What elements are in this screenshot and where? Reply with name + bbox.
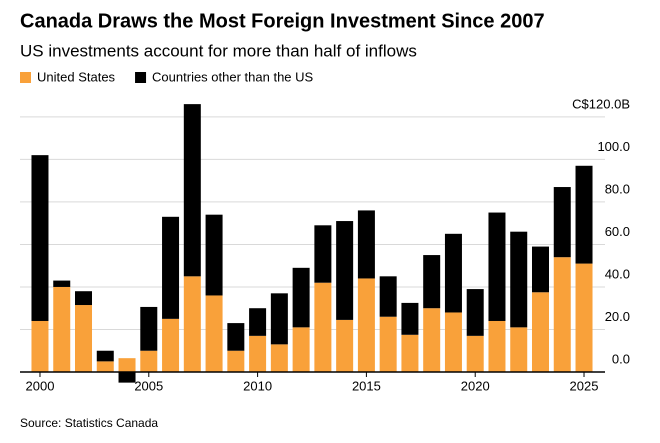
bar-segment xyxy=(357,278,375,372)
bar-segment xyxy=(183,104,201,277)
bar-segment xyxy=(401,334,419,372)
bar-segment xyxy=(423,255,441,309)
bar-segment xyxy=(553,187,571,258)
bar-segment xyxy=(553,257,571,372)
y-tick-label: C$120.0B xyxy=(572,96,630,111)
bar-segment xyxy=(227,350,245,372)
bar-segment xyxy=(336,221,354,320)
y-tick-label: 80.0 xyxy=(605,181,630,196)
bar-segment xyxy=(75,291,93,306)
bar-segment xyxy=(205,214,223,296)
bar-segment xyxy=(205,295,223,372)
y-tick-label: 100.0 xyxy=(597,139,630,154)
bar-segment xyxy=(270,344,288,372)
x-tick-label: 2020 xyxy=(461,378,490,393)
bar-segment xyxy=(314,225,332,283)
bar-segment xyxy=(357,210,375,279)
bar-segment xyxy=(292,267,310,328)
bar-segment xyxy=(75,305,93,372)
y-tick-label: 40.0 xyxy=(605,266,630,281)
bar-segment xyxy=(292,327,310,372)
bar-segment xyxy=(336,319,354,372)
bar-segment xyxy=(183,276,201,372)
x-tick-label: 2010 xyxy=(243,378,272,393)
bar-segment xyxy=(531,246,549,293)
bar-segment xyxy=(488,212,506,321)
legend-label: Countries other than the US xyxy=(152,69,313,84)
y-tick-label: 0.0 xyxy=(612,351,630,366)
bar-segment xyxy=(140,306,158,351)
bar-segment xyxy=(488,320,506,372)
bar-segment xyxy=(423,308,441,372)
y-tick-label: 60.0 xyxy=(605,224,630,239)
bar-segment xyxy=(31,320,49,372)
bar-segment xyxy=(227,323,245,351)
chart-title: Canada Draws the Most Foreign Investment… xyxy=(20,10,545,32)
bar-segment xyxy=(53,286,71,372)
bar-segment xyxy=(510,327,528,372)
x-tick-label: 2000 xyxy=(26,378,55,393)
x-tick-label: 2005 xyxy=(134,378,163,393)
bar-segment xyxy=(270,293,288,345)
bar-segment xyxy=(401,302,419,335)
bar-segment xyxy=(531,292,549,372)
chart-subtitle: US investments account for more than hal… xyxy=(20,41,417,60)
bar-segment xyxy=(96,361,114,372)
bar-segment xyxy=(53,280,71,287)
bar-segment xyxy=(510,231,528,328)
bar-segment xyxy=(31,155,49,321)
bar-segment xyxy=(575,165,593,264)
bar-segment xyxy=(118,371,136,383)
legend-swatch xyxy=(135,72,147,83)
bar-segment xyxy=(314,282,332,372)
legend-swatch xyxy=(20,72,31,83)
bar-segment xyxy=(162,318,180,372)
bar-segment xyxy=(466,289,484,336)
y-tick-label: 20.0 xyxy=(605,309,630,324)
bar-segment xyxy=(466,335,484,372)
legend-label: United States xyxy=(37,69,116,84)
bar-segment xyxy=(575,263,593,372)
bar-segment xyxy=(444,312,462,372)
bar-segment xyxy=(249,308,267,336)
x-tick-label: 2025 xyxy=(570,378,599,393)
bar-segment xyxy=(118,358,136,372)
bar-segment xyxy=(162,216,180,319)
source: Source: Statistics Canada xyxy=(20,416,158,430)
x-tick-label: 2015 xyxy=(352,378,381,393)
bar-segment xyxy=(379,316,397,372)
bar-segment xyxy=(444,233,462,313)
bar-segment xyxy=(140,350,158,372)
bar-segment xyxy=(249,335,267,372)
bar-segment xyxy=(379,276,397,317)
bar-segment xyxy=(96,350,114,362)
